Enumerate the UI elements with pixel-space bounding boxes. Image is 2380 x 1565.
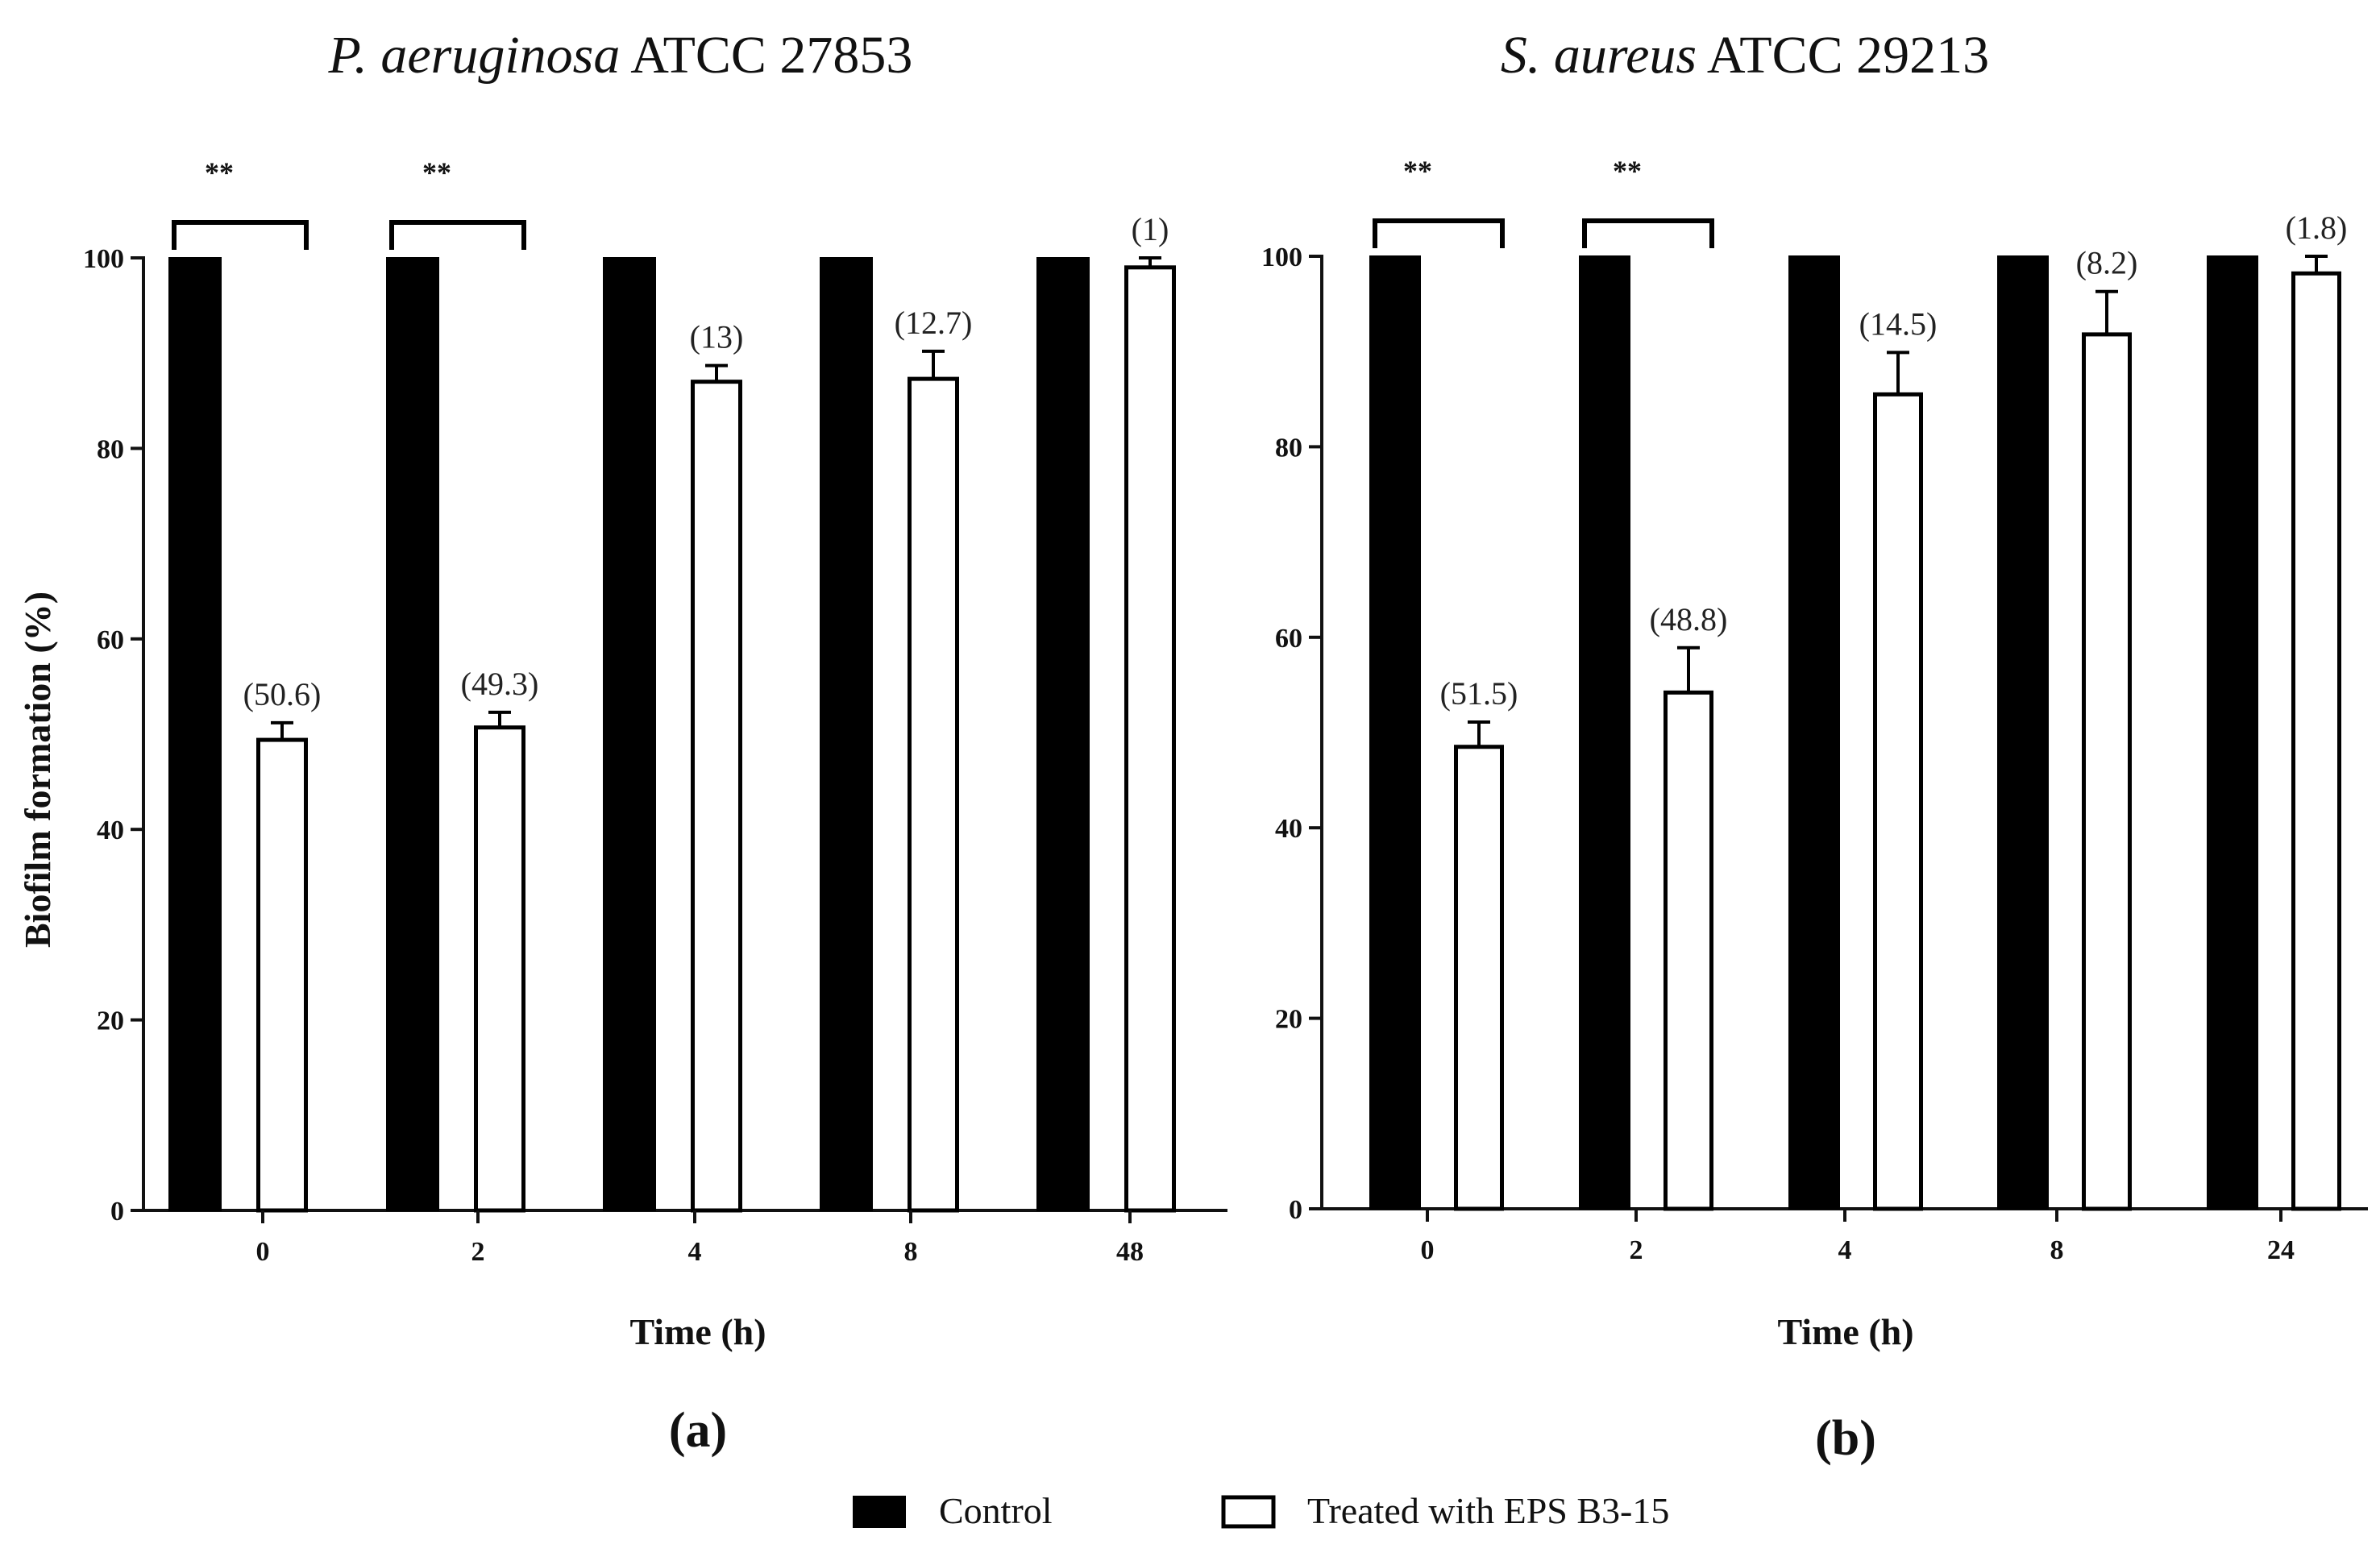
plot-area-b: 0 20 40 60 80 100 (51.5) 0 (48.8) 2 (14.5) 4 (8.2) 8 (… (1261, 155, 2368, 1265)
data-label: (8.2) (2076, 245, 2138, 281)
bar-treated (1454, 745, 1504, 1211)
legend-swatch-treated (1221, 1495, 1276, 1529)
bar-treated (1124, 265, 1176, 1213)
data-label: (49.3) (461, 666, 539, 702)
bar-control (1997, 255, 2049, 1210)
bar-control (168, 257, 222, 1211)
y-tick-label: 80 (1275, 433, 1302, 463)
y-axis-label: Biofilm formation (%) (17, 592, 58, 948)
panel-label-a: (a) (669, 1403, 727, 1458)
bar-treated (908, 376, 959, 1213)
y-tick-label: 40 (1275, 814, 1302, 844)
chart-title-a: P. aeruginosa ATCC 27853 (328, 26, 913, 85)
data-label: (1.8) (2286, 210, 2348, 246)
y-tick-label: 0 (110, 1197, 124, 1227)
bar-control (386, 257, 439, 1211)
legend-label-control: Control (939, 1490, 1053, 1531)
bar-treated (1664, 690, 1713, 1211)
x-tick-label: 24 (2267, 1235, 2295, 1265)
bar-control (820, 257, 873, 1211)
legend-label-treated: Treated with EPS B3-15 (1307, 1490, 1669, 1531)
y-tick-label: 20 (97, 1007, 124, 1036)
x-axis-label-b: Time (h) (1777, 1311, 1913, 1352)
bar-control (603, 257, 656, 1211)
x-tick-label: 8 (904, 1237, 918, 1267)
y-tick-label: 100 (83, 244, 124, 274)
x-tick-label: 2 (471, 1237, 485, 1267)
chart-title-b: S. aureus ATCC 29213 (1501, 26, 1989, 85)
legend-swatch-control (853, 1496, 906, 1528)
data-label: (13) (690, 319, 744, 355)
significance-bracket (389, 220, 526, 250)
panel-b: S. aureus ATCC 29213 020406080100(51.5)0… (1261, 26, 2368, 1466)
data-label: (48.8) (1650, 601, 1728, 637)
x-tick-label: 4 (688, 1237, 702, 1267)
data-label: (50.6) (243, 676, 322, 712)
y-tick-label: 60 (97, 625, 124, 655)
legend: Control Treated with EPS B3-15 (853, 1490, 1669, 1531)
significance-bracket (1582, 218, 1714, 248)
x-tick-label: 8 (2050, 1235, 2064, 1265)
significance-bracket (172, 220, 309, 250)
x-tick-label: 0 (256, 1237, 270, 1267)
plot-area-a: 0 20 40 60 80 100 (50.6) 0 (49.3) 2 (13) 4 (12.7) 8 (1… (83, 156, 1227, 1267)
significance-label: ** (1403, 155, 1432, 187)
bar-control (1369, 255, 1421, 1210)
significance-label: ** (422, 156, 451, 189)
bar-control (1036, 257, 1090, 1211)
y-tick-label: 0 (1289, 1195, 1302, 1225)
y-tick-label: 60 (1275, 624, 1302, 654)
bar-control (2207, 255, 2258, 1210)
y-tick-label: 100 (1261, 243, 1302, 272)
x-tick-label: 4 (1838, 1235, 1852, 1265)
bar-treated (2082, 332, 2132, 1211)
x-tick-label: 2 (1630, 1235, 1643, 1265)
y-tick-label: 80 (97, 434, 124, 464)
x-tick-label: 0 (1421, 1235, 1435, 1265)
x-axis-label-a: Time (h) (629, 1311, 766, 1352)
data-label: (1) (1132, 211, 1169, 247)
bar-treated (2291, 271, 2341, 1211)
significance-label: ** (205, 156, 234, 189)
bar-control (1579, 255, 1630, 1210)
bar-treated (256, 737, 308, 1213)
data-label: (51.5) (1440, 675, 1518, 712)
significance-bracket (1373, 218, 1505, 248)
y-tick-label: 40 (97, 816, 124, 845)
bar-treated (1873, 392, 1923, 1211)
bar-treated (474, 725, 525, 1213)
significance-label: ** (1613, 155, 1642, 187)
data-label: (14.5) (1859, 305, 1938, 342)
bar-control (1788, 255, 1840, 1210)
data-label: (12.7) (895, 305, 973, 341)
panel-label-b: (b) (1815, 1411, 1876, 1466)
x-tick-label: 48 (1116, 1237, 1144, 1267)
y-tick-label: 20 (1275, 1005, 1302, 1035)
bar-treated (691, 380, 742, 1213)
panel-a: P. aeruginosa ATCC 27853 Biofilm formati… (17, 26, 1227, 1458)
